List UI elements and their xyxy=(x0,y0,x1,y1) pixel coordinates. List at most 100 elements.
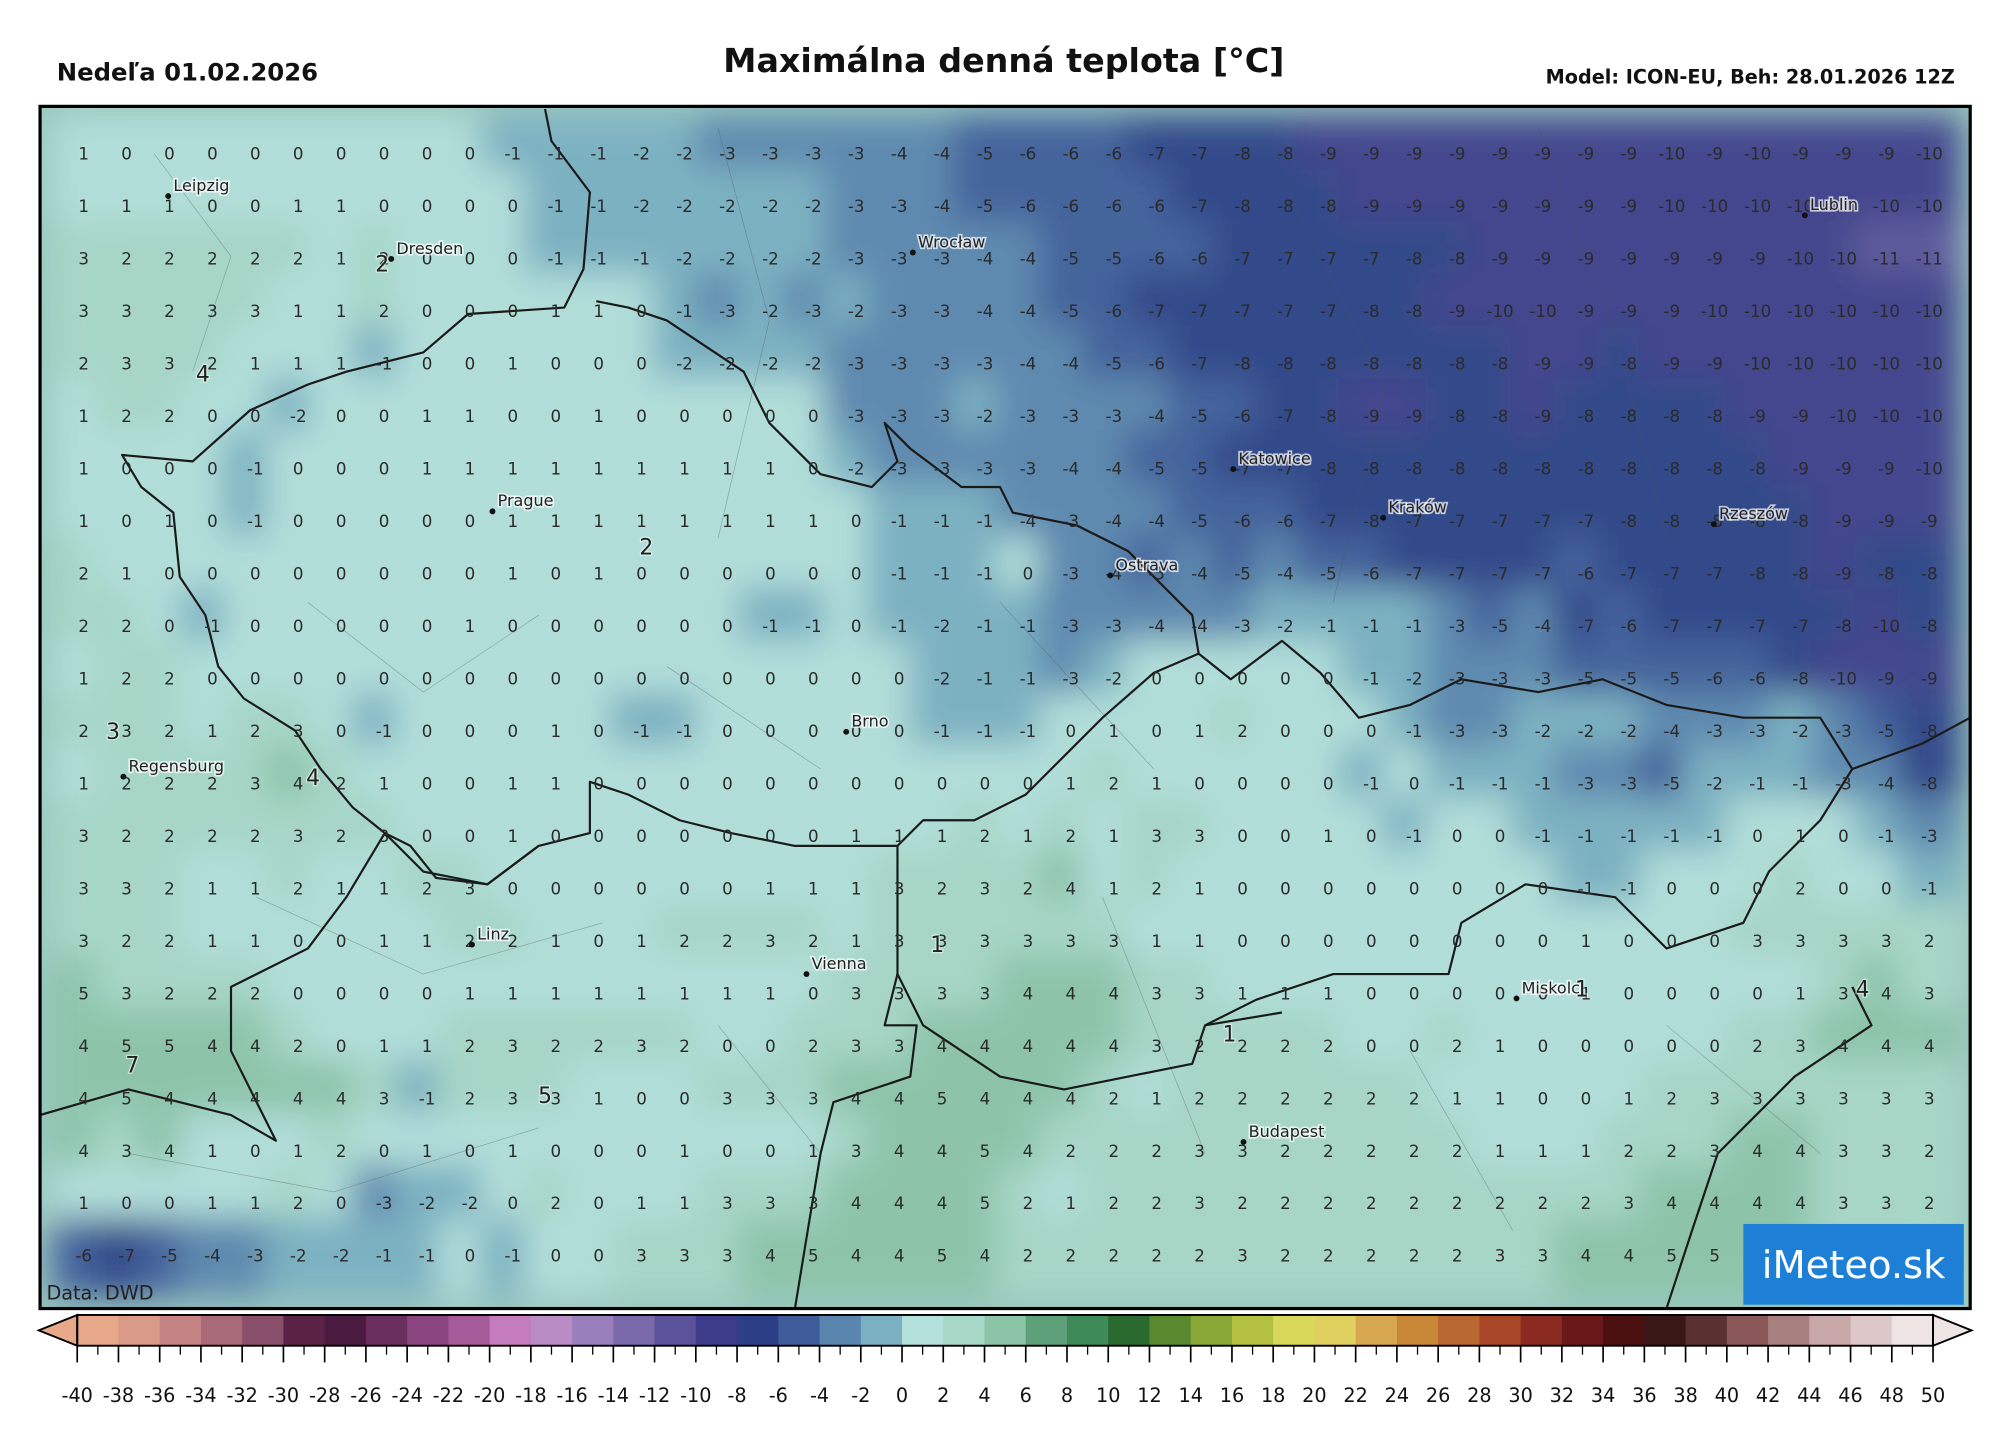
colorbar-label: 0 xyxy=(896,1384,908,1407)
grid-value: 0 xyxy=(636,617,647,636)
grid-value: -7 xyxy=(1320,250,1337,269)
grid-value: 0 xyxy=(765,774,776,793)
grid-value: 0 xyxy=(550,564,561,583)
grid-value: 3 xyxy=(1624,1194,1635,1213)
grid-value: 1 xyxy=(164,197,175,216)
grid-value: 0 xyxy=(1237,669,1248,688)
grid-value: -1 xyxy=(891,564,908,583)
grid-value: -5 xyxy=(1191,512,1208,531)
grid-value: -9 xyxy=(1835,564,1852,583)
grid-value: 0 xyxy=(379,564,390,583)
grid-value: -9 xyxy=(1663,355,1680,374)
grid-value: -2 xyxy=(762,197,779,216)
grid-value: 4 xyxy=(1023,984,1034,1003)
city-dot xyxy=(165,193,172,200)
grid-value: -6 xyxy=(1020,145,1037,164)
colorbar-label: 26 xyxy=(1426,1384,1450,1407)
grid-value: 2 xyxy=(808,932,819,951)
grid-value: 2 xyxy=(1409,1089,1420,1108)
grid-value: 1 xyxy=(164,512,175,531)
colorbar-label: 34 xyxy=(1591,1384,1615,1407)
grid-value: -10 xyxy=(1744,197,1771,216)
grid-value: 0 xyxy=(293,617,304,636)
grid-value: 1 xyxy=(593,459,604,478)
colorbar-segment xyxy=(1603,1314,1645,1346)
grid-value: -6 xyxy=(1063,145,1080,164)
grid-value: 2 xyxy=(164,827,175,846)
colorbar-label: 10 xyxy=(1096,1384,1120,1407)
grid-value: -5 xyxy=(1063,302,1080,321)
grid-value: -1 xyxy=(1621,879,1638,898)
grid-value: 1 xyxy=(293,355,304,374)
colorbar-segment xyxy=(489,1314,532,1346)
grid-value: -1 xyxy=(547,145,564,164)
grid-value: 0 xyxy=(1452,827,1463,846)
colorbar-label: -40 xyxy=(62,1384,93,1407)
grid-value: -2 xyxy=(290,1247,307,1266)
grid-value: 0 xyxy=(379,512,390,531)
grid-value: 0 xyxy=(1538,1037,1549,1056)
grid-value: -3 xyxy=(719,145,736,164)
grid-value: -2 xyxy=(676,355,693,374)
colorbar-segment xyxy=(1644,1314,1687,1346)
grid-value: 0 xyxy=(636,1089,647,1108)
grid-value: -9 xyxy=(1706,145,1723,164)
grid-value: -6 xyxy=(1105,145,1122,164)
grid-value: 1 xyxy=(508,774,519,793)
grid-value: 1 xyxy=(550,302,561,321)
grid-value: 4 xyxy=(78,1142,89,1161)
grid-value: 1 xyxy=(379,932,390,951)
grid-value: 1 xyxy=(508,459,519,478)
grid-value: 0 xyxy=(1237,774,1248,793)
grid-value: 4 xyxy=(1066,984,1077,1003)
grid-value: -7 xyxy=(1234,250,1251,269)
grid-value: 4 xyxy=(1023,1089,1034,1108)
grid-value: -9 xyxy=(1706,355,1723,374)
grid-value: 2 xyxy=(550,1037,561,1056)
grid-value: 0 xyxy=(1194,774,1205,793)
grid-value: 1 xyxy=(550,459,561,478)
grid-value: 1 xyxy=(1108,879,1119,898)
grid-value: -9 xyxy=(1621,250,1638,269)
grid-value: 3 xyxy=(894,932,905,951)
grid-value: 2 xyxy=(1538,1194,1549,1213)
contour-label: 4 xyxy=(1856,978,1870,1003)
grid-value: 0 xyxy=(1323,879,1334,898)
city-dot xyxy=(388,255,395,262)
grid-value: -4 xyxy=(1020,302,1037,321)
grid-value: 2 xyxy=(164,669,175,688)
grid-value: 1 xyxy=(379,879,390,898)
grid-value: 0 xyxy=(465,355,476,374)
grid-value: -9 xyxy=(1535,197,1552,216)
grid-value: 3 xyxy=(1108,932,1119,951)
grid-value: 0 xyxy=(679,879,690,898)
grid-value: -7 xyxy=(1663,617,1680,636)
contour-label: 1 xyxy=(930,933,944,958)
grid-value: -4 xyxy=(1191,617,1208,636)
grid-value: 0 xyxy=(422,355,433,374)
grid-value: -3 xyxy=(977,459,994,478)
grid-value: 0 xyxy=(765,827,776,846)
grid-value: -4 xyxy=(1878,774,1895,793)
grid-value: -2 xyxy=(1277,617,1294,636)
grid-value: -7 xyxy=(1363,250,1380,269)
grid-value: 1 xyxy=(1624,1089,1635,1108)
grid-value: -3 xyxy=(1749,722,1766,741)
grid-value: 0 xyxy=(379,1142,390,1161)
grid-value: 2 xyxy=(164,250,175,269)
grid-value: -4 xyxy=(1663,722,1680,741)
grid-value: -9 xyxy=(1921,669,1938,688)
grid-value: -8 xyxy=(1406,302,1423,321)
city-dot xyxy=(1513,995,1520,1002)
grid-value: 0 xyxy=(808,459,819,478)
grid-value: 0 xyxy=(679,564,690,583)
grid-value: -6 xyxy=(1578,564,1595,583)
colorbar-segment xyxy=(654,1314,697,1346)
grid-value: -8 xyxy=(1406,250,1423,269)
grid-value: 0 xyxy=(508,669,519,688)
contour-label: 2 xyxy=(639,536,653,561)
grid-value: -9 xyxy=(1363,407,1380,426)
grid-value: 0 xyxy=(293,564,304,583)
grid-value: 2 xyxy=(1624,1142,1635,1161)
